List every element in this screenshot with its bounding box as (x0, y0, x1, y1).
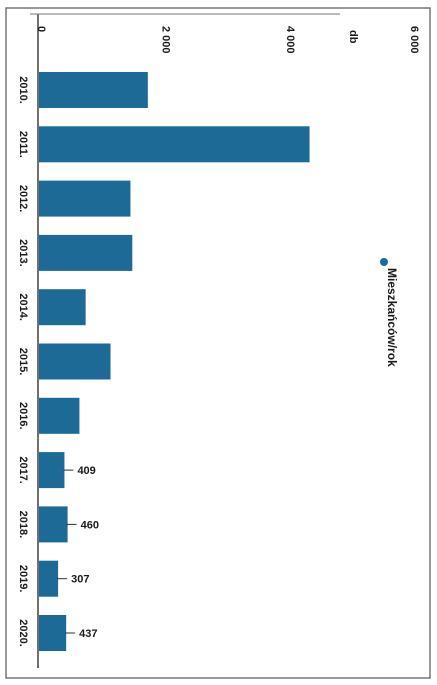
legend-swatch (380, 258, 388, 266)
axis-tick-label: 4 000 (284, 26, 296, 54)
axis-tick-label: 6 000 (408, 26, 420, 54)
category-label: 2012. (17, 185, 29, 213)
category-label: 2019. (17, 565, 29, 593)
legend-label: Mieszkańców/rok (385, 268, 399, 367)
legend: Mieszkańców/rok (380, 258, 399, 367)
value-label: 307 (71, 574, 89, 586)
bar-2017 (39, 452, 65, 489)
axis-tick-label: 2 000 (159, 26, 171, 54)
category-label: 2018. (17, 511, 29, 539)
value-label: 460 (81, 519, 99, 531)
category-label: 2015. (17, 348, 29, 376)
axis-unit-label: db (347, 30, 359, 44)
axis-tick-label: 0 (35, 26, 47, 32)
category-label: 2020. (17, 619, 29, 647)
bar-2012 (39, 180, 131, 217)
category-label: 2014. (17, 293, 29, 321)
bar-series: 2010. 2011. 2012. 2013. 2014. 2015. 2016. 2017.… (17, 72, 310, 651)
bar-2014 (39, 289, 86, 326)
bar-2020 (39, 615, 67, 651)
category-label: 2016. (17, 402, 29, 430)
bar-2019 (39, 560, 59, 597)
category-label: 2011. (17, 131, 29, 158)
chart-border (5, 7, 431, 679)
category-label: 2017. (17, 456, 29, 484)
bar-2013 (39, 234, 133, 271)
category-label: 2010. (17, 76, 29, 104)
bar-2018 (39, 506, 68, 543)
value-label: 437 (79, 628, 97, 640)
value-axis: 0 2 000 4 000 6 000 db (30, 13, 420, 668)
value-label: 409 (77, 465, 95, 477)
bar-2015 (39, 343, 111, 380)
category-label: 2013. (17, 239, 29, 267)
bar-2011 (39, 126, 310, 163)
bar-2016 (39, 397, 80, 434)
bar-2010 (39, 72, 148, 108)
